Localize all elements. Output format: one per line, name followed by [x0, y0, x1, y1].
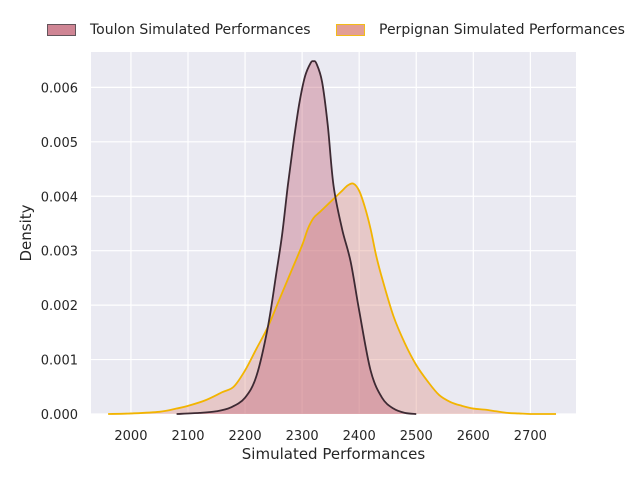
- legend-swatch-perpignan: [336, 24, 365, 36]
- x-tick-label: 2100: [171, 429, 204, 444]
- x-tick-label: 2000: [114, 429, 147, 444]
- y-tick-label: 0.001: [41, 354, 78, 369]
- x-tick-label: 2400: [343, 429, 376, 444]
- legend-label-toulon: Toulon Simulated Performances: [90, 22, 311, 38]
- y-tick-label: 0.002: [41, 299, 78, 314]
- density-lines: [108, 60, 557, 415]
- x-tick-label: 2300: [286, 429, 319, 444]
- legend: Toulon Simulated Performances Perpignan …: [0, 14, 640, 48]
- plot-background: [91, 52, 576, 414]
- x-tick-label: 2500: [400, 429, 433, 444]
- y-tick-label: 0.000: [41, 408, 78, 423]
- density-area-1: [108, 183, 557, 415]
- x-tick-label: 2600: [457, 429, 490, 444]
- x-tick-label: 2200: [229, 429, 262, 444]
- density-line-1: [108, 182, 557, 415]
- y-tick-label: 0.005: [41, 136, 78, 151]
- legend-item-perpignan: Perpignan Simulated Performances: [336, 22, 625, 38]
- legend-swatch-toulon: [47, 24, 76, 36]
- y-tick-label: 0.006: [41, 81, 78, 96]
- density-line-0: [176, 60, 417, 415]
- x-tick-label: 2700: [514, 429, 547, 444]
- legend-label-perpignan: Perpignan Simulated Performances: [379, 22, 625, 38]
- grid-lines: [91, 52, 576, 415]
- y-tick-labels: 0.000 0.001 0.002 0.003 0.004 0.005 0.006: [41, 81, 78, 423]
- density-areas: [108, 61, 557, 415]
- x-tick-labels: 2000 2100 2200 2300 2400 2500 2600 2700: [114, 429, 547, 444]
- y-axis-label: Density: [17, 204, 35, 261]
- y-tick-label: 0.003: [41, 245, 78, 260]
- legend-item-toulon: Toulon Simulated Performances: [47, 22, 311, 38]
- density-area-0: [176, 61, 417, 415]
- y-tick-label: 0.004: [41, 190, 78, 205]
- x-axis-label: Simulated Performances: [242, 445, 426, 463]
